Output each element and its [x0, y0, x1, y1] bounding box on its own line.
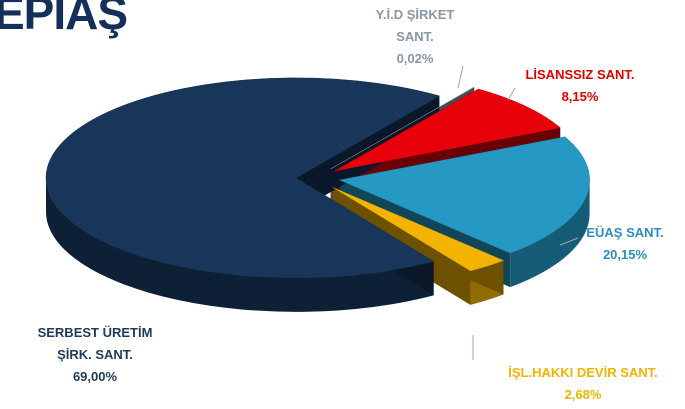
slice-label: EÜAŞ SANT. 20,15%	[560, 222, 685, 266]
logo: EPIAŞ	[0, 0, 128, 39]
category-label: İŞL.HAKKI DEVİR SANT.	[508, 365, 658, 380]
leader-line	[457, 65, 464, 89]
leader-line	[559, 237, 579, 246]
slice	[332, 187, 505, 272]
value-label: 2,68%	[564, 387, 602, 402]
slice	[334, 88, 561, 172]
slice-side	[510, 180, 590, 288]
category-label: EÜAŞ SANT.	[586, 225, 664, 240]
value-label: 69,00%	[72, 369, 118, 384]
category-label: Y.İ.D ŞİRKET SANT.	[375, 7, 455, 44]
slice	[338, 136, 590, 254]
slice	[330, 86, 475, 170]
leader-line	[507, 87, 516, 101]
value-label: 20,15%	[602, 247, 648, 262]
category-label: LİSANSSIZ SANT.	[525, 67, 635, 82]
category-label: SERBEST ÜRETİM ŞİRK. SANT.	[37, 325, 153, 362]
value-label: 0,02%	[396, 51, 434, 66]
slice	[45, 77, 441, 279]
slice-side	[46, 177, 434, 312]
slice-label: SERBEST ÜRETİM ŞİRK. SANT. 69,00%	[30, 322, 160, 388]
value-label: 8,15%	[561, 89, 599, 104]
slice-label: LİSANSSIZ SANT. 8,15%	[505, 64, 655, 108]
slice-label: Y.İ.D ŞİRKET SANT. 0,02%	[365, 4, 465, 70]
slice-label: İŞL.HAKKI DEVİR SANT. 2,68%	[488, 362, 678, 406]
